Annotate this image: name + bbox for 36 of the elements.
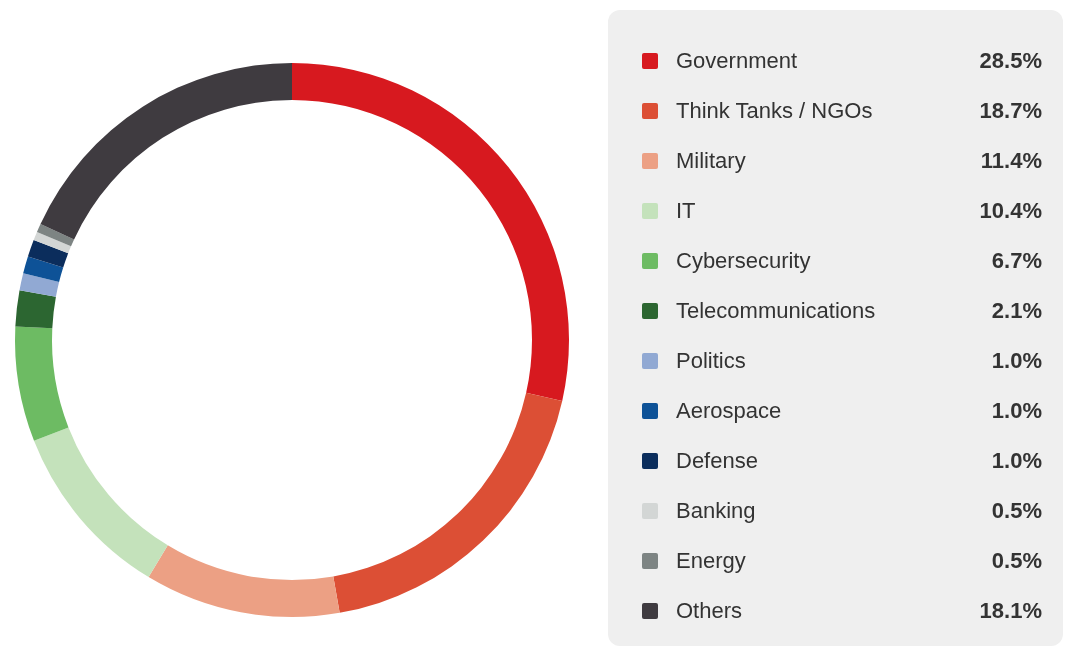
data-label: 0.5% (991, 548, 1042, 574)
data-label: 18.1% (979, 598, 1042, 624)
data-label: 1.0% (991, 348, 1042, 374)
legend-label: Aerospace (676, 398, 783, 424)
donut-slice (19, 273, 60, 297)
donut-slice (333, 392, 563, 613)
data-label: 18.7% (979, 98, 1042, 124)
data-label: 11.4% (980, 148, 1042, 174)
legend-label: Politics (676, 348, 747, 374)
data-label: 10.4% (979, 198, 1042, 224)
legend-label: Think Tanks / NGOs (676, 98, 874, 124)
legend-label: Telecommunications (676, 298, 877, 324)
donut-slice (148, 545, 340, 617)
legend-label: Cybersecurity (676, 248, 812, 274)
donut-slice (27, 239, 69, 268)
legend-label: Energy (676, 548, 747, 574)
legend-label: Military (676, 148, 747, 174)
donut-slice (40, 63, 292, 240)
data-label: 2.1% (991, 298, 1042, 324)
data-label: 28.5% (979, 48, 1042, 74)
donut-slice (23, 256, 64, 283)
donut-slice (34, 427, 168, 578)
donut-slice (15, 326, 69, 441)
data-label: 6.7% (991, 248, 1042, 274)
legend-label: Defense (676, 448, 759, 474)
donut-slice (15, 290, 56, 329)
data-label: 0.5% (991, 498, 1042, 524)
data-label: 1.0% (991, 448, 1042, 474)
donut-slice (36, 223, 75, 247)
donut-slice (292, 63, 569, 401)
legend-label: Banking (676, 498, 757, 524)
data-label: 1.0% (991, 398, 1042, 424)
legend-label: IT (676, 198, 697, 224)
legend-label: Government (676, 48, 799, 74)
donut-slice (33, 231, 72, 254)
legend-label: Others (676, 598, 744, 624)
